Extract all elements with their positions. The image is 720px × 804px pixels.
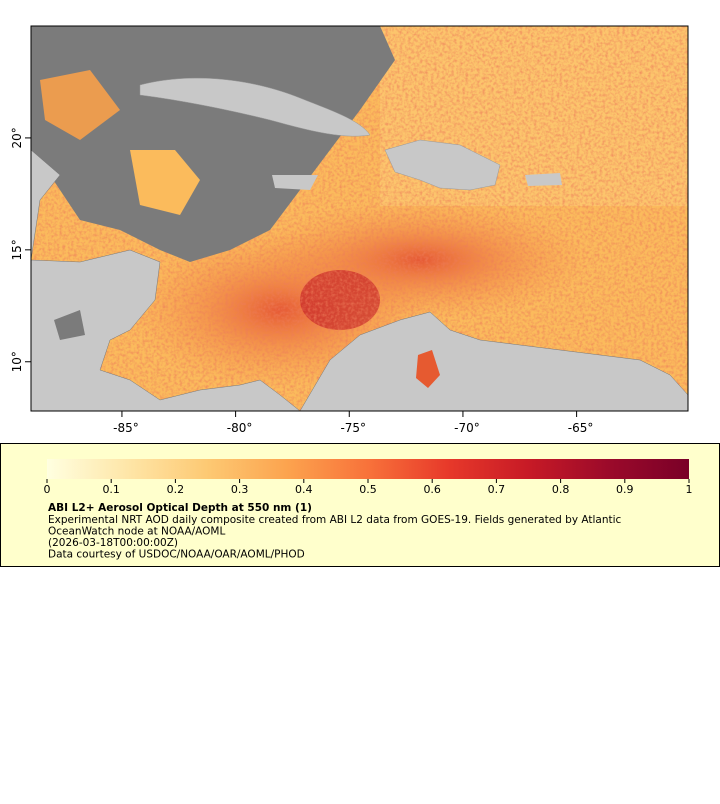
y-tick-label: 20°	[10, 127, 24, 148]
map-image	[31, 26, 688, 411]
colorbar-tick-label: 0.5	[359, 483, 377, 496]
x-tick-label: -80°	[227, 421, 253, 435]
lake-maracaibo	[416, 350, 440, 388]
land-south-america	[299, 311, 688, 411]
land-central-america	[31, 149, 301, 411]
aod-field	[130, 150, 200, 215]
plot-frame	[30, 25, 689, 412]
y-tick-label: 10°	[10, 351, 24, 372]
cloud	[31, 26, 395, 262]
legend-line: (2026-03-18T00:00:00Z)	[48, 537, 178, 549]
colorbar-tick-label: 1	[686, 483, 693, 496]
legend-title: ABI L2+ Aerosol Optical Depth at 550 nm …	[48, 502, 312, 514]
land-jamaica	[272, 175, 318, 190]
land-puerto-rico	[525, 173, 562, 186]
legend-line: OceanWatch node at NOAA/AOML	[48, 526, 225, 538]
x-tick-label: -70°	[454, 421, 480, 435]
colorbar-tick-label: 0.6	[423, 483, 441, 496]
land-hispaniola	[384, 139, 501, 191]
legend-line: Experimental NRT AOD daily composite cre…	[48, 514, 622, 526]
colorbar-tick-label: 0.2	[167, 483, 185, 496]
land-cuba	[139, 77, 371, 137]
colorbar-tick-label: 0.9	[616, 483, 634, 496]
colorbar-tick-label: 0	[44, 483, 51, 496]
colorbar-tick-label: 0.1	[102, 483, 120, 496]
colorbar-tick-label: 0.8	[552, 483, 570, 496]
x-tick-label: -85°	[113, 421, 139, 435]
legend-text: Experimental NRT AOD daily composite cre…	[48, 514, 622, 561]
y-tick-label: 15°	[10, 239, 24, 260]
colorbar-axis: 0 0.1 0.2 0.3 0.4 0.5 0.6 0.7 0.8 0.9 1	[44, 479, 693, 496]
x-tick-label: -65°	[568, 421, 594, 435]
axes: -85° -80° -75° -70° -65° 10° 15° 20°	[10, 127, 593, 435]
x-tick-label: -75°	[340, 421, 366, 435]
aod-field	[40, 70, 120, 140]
colorbar-tick-label: 0.3	[231, 483, 249, 496]
colorbar	[47, 459, 689, 479]
cloud	[54, 310, 85, 340]
legend-line: Data courtesy of USDOC/NOAA/OAR/AOML/PHO…	[48, 549, 305, 561]
colorbar-tick-label: 0.4	[295, 483, 313, 496]
colorbar-tick-label: 0.7	[488, 483, 506, 496]
